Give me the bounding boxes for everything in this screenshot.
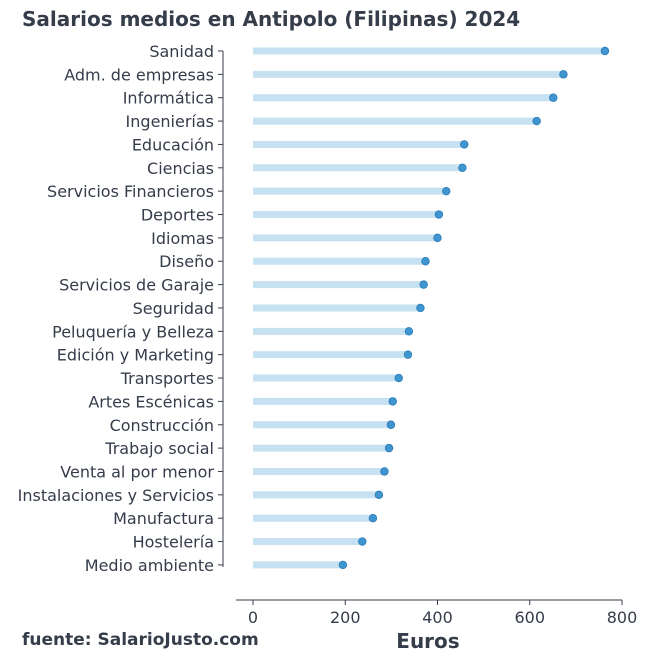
x-tick-label-0: 0 xyxy=(248,608,258,627)
data-point-20 xyxy=(368,514,378,523)
category-label-11: Seguridad xyxy=(133,299,214,318)
category-label-22: Medio ambiente xyxy=(85,556,214,575)
category-label-3: Ingenierías xyxy=(126,112,214,131)
data-point-8 xyxy=(433,233,442,243)
data-point-17 xyxy=(384,443,394,453)
x-tick-label-2: 400 xyxy=(422,608,453,627)
category-label-19: Instalaciones y Servicios xyxy=(18,486,214,505)
category-label-13: Edición y Marketing xyxy=(57,346,214,365)
data-point-1 xyxy=(559,70,568,79)
x-tick-label-3: 600 xyxy=(514,608,545,627)
x-tick-label-1: 200 xyxy=(330,608,361,627)
y-axis: Sanidad Adm. de empresas Informática Ingeni… xyxy=(18,42,224,575)
data-point-10 xyxy=(419,280,428,289)
data-point-16 xyxy=(386,420,396,429)
category-label-18: Venta al por menor xyxy=(60,462,214,481)
data-point-6 xyxy=(442,186,451,196)
data-point-2 xyxy=(549,93,558,102)
data-point-14 xyxy=(394,373,403,383)
category-label-20: Manufactura xyxy=(113,509,214,528)
data-point-13 xyxy=(403,350,413,359)
category-label-7: Deportes xyxy=(141,206,214,225)
category-label-5: Ciencias xyxy=(147,159,214,178)
data-point-11 xyxy=(416,303,425,313)
chart-title: Salarios medios en Antipolo (Filipinas) … xyxy=(22,7,520,31)
data-point-3 xyxy=(532,116,541,126)
source-note: fuente: SalarioJusto.com xyxy=(22,630,259,650)
data-point-21 xyxy=(358,537,367,546)
data-point-12 xyxy=(404,327,414,336)
data-point-19 xyxy=(374,490,384,500)
category-label-10: Servicios de Garaje xyxy=(59,276,214,295)
data-point-22 xyxy=(338,560,348,570)
x-axis: 0 200 400 600 800 xyxy=(236,599,638,627)
category-label-9: Diseño xyxy=(159,252,214,271)
category-label-0: Sanidad xyxy=(149,42,214,61)
dots-layer xyxy=(338,46,610,570)
category-label-8: Idiomas xyxy=(151,229,214,248)
category-label-4: Educación xyxy=(132,135,214,154)
data-point-4 xyxy=(460,140,469,149)
category-label-1: Adm. de empresas xyxy=(64,65,214,84)
category-label-6: Servicios Financieros xyxy=(47,182,214,201)
category-label-12: Peluquería y Belleza xyxy=(52,322,214,341)
category-label-2: Informática xyxy=(123,89,214,108)
data-point-7 xyxy=(434,210,444,219)
category-label-16: Construcción xyxy=(110,416,214,435)
data-point-5 xyxy=(458,163,467,172)
category-label-14: Transportes xyxy=(120,369,214,388)
x-axis-label: Euros xyxy=(396,629,459,653)
data-point-18 xyxy=(380,467,389,476)
data-point-9 xyxy=(421,257,430,266)
category-label-17: Trabajo social xyxy=(104,439,214,458)
data-point-15 xyxy=(388,397,397,406)
x-tick-label-4: 800 xyxy=(607,608,638,627)
stems-layer xyxy=(253,47,605,569)
data-point-0 xyxy=(600,46,610,56)
category-label-15: Artes Escénicas xyxy=(88,392,214,411)
category-label-21: Hostelería xyxy=(133,533,214,552)
